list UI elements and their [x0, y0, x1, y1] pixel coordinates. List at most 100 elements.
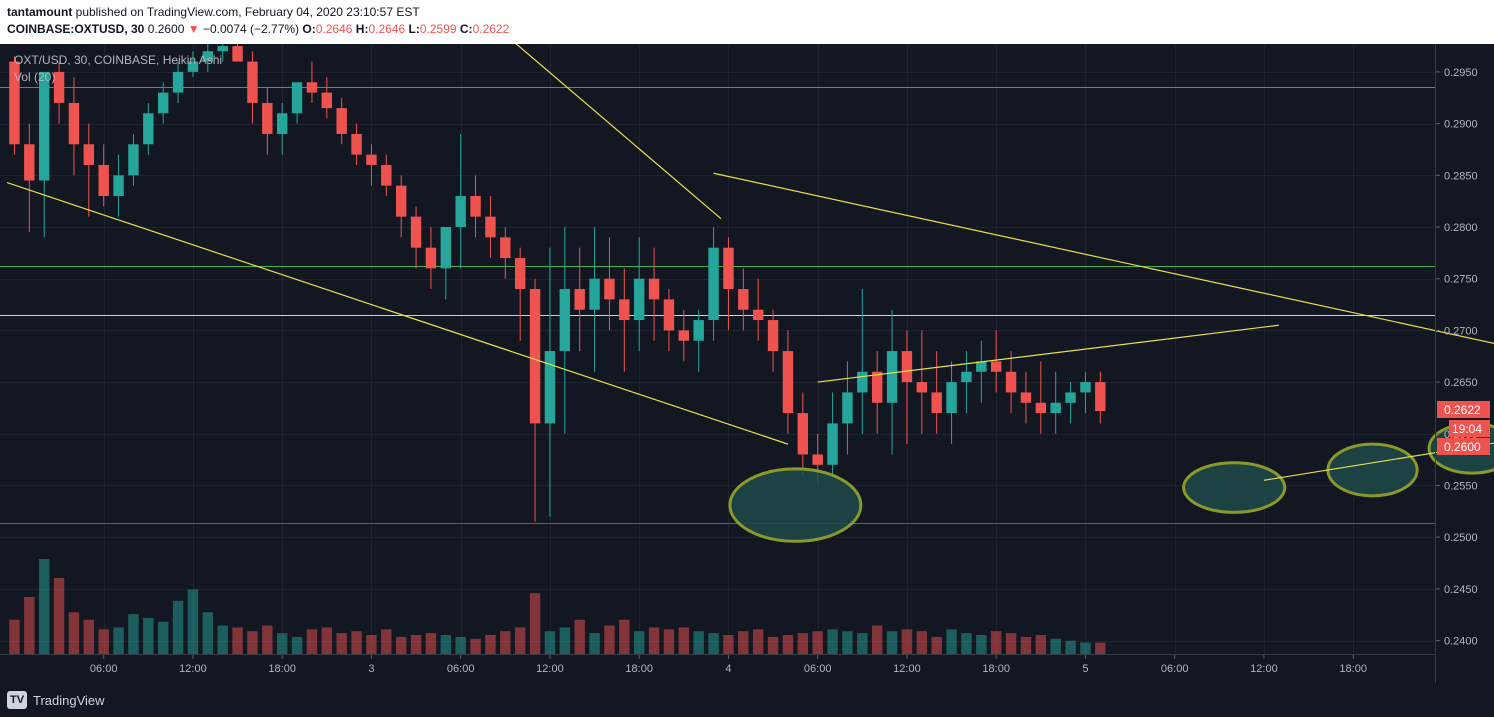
candle-body	[232, 46, 243, 62]
candle-body	[693, 320, 704, 341]
close-label: C:	[459, 22, 473, 36]
candle-body	[53, 71, 65, 103]
time-tick-label: 06:00	[804, 663, 832, 675]
trendline[interactable]	[6, 181, 789, 445]
candle-body	[812, 454, 823, 465]
candle-body	[767, 320, 779, 352]
price-tick-label: 0.2650	[1444, 377, 1478, 389]
volume-bar	[901, 629, 913, 654]
time-tick-label: 06:00	[447, 663, 475, 675]
candle-body	[559, 289, 571, 352]
price-tick-label: 0.2900	[1444, 119, 1478, 131]
candle-body	[366, 154, 377, 165]
chart-legend-title[interactable]: OXT/USD, 30, COINBASE, Heikin Ashi	[14, 53, 222, 67]
volume-bar	[83, 619, 95, 654]
published-text: published on TradingView.com, February 0…	[72, 5, 420, 19]
publication-line: tantamount published on TradingView.com,…	[7, 5, 420, 19]
candle-body	[827, 423, 838, 465]
time-tick-label: 4	[725, 663, 731, 675]
candle-body	[916, 382, 928, 393]
candle-body	[901, 351, 913, 383]
volume-bar	[366, 635, 377, 654]
volume-bar	[678, 627, 690, 654]
ellipse-annotation[interactable]	[1326, 442, 1419, 498]
volume-bar	[232, 627, 243, 654]
footer-bar: TV TradingView	[0, 683, 1494, 717]
volume-bar	[321, 627, 333, 654]
volume-bar	[410, 635, 422, 654]
volume-bar	[1005, 633, 1017, 654]
candle-body	[1065, 392, 1076, 403]
tradingview-logo-icon: TV	[7, 691, 27, 709]
candle-body	[931, 392, 942, 414]
candle-body	[143, 113, 154, 145]
volume-bar	[693, 631, 704, 654]
candle-body	[68, 102, 80, 145]
volume-bar	[1035, 635, 1047, 654]
volume-bar	[812, 631, 823, 654]
volume-bar	[931, 636, 942, 654]
price-badges: 0.2622 19:04 0.2600	[1437, 401, 1490, 455]
volume-bar	[291, 636, 303, 654]
volume-bar	[871, 625, 883, 654]
volume-bar	[336, 633, 347, 654]
ellipse-annotation[interactable]	[728, 467, 863, 543]
candle-body	[157, 92, 169, 114]
candle-body	[648, 278, 660, 300]
candle-body	[410, 216, 422, 248]
candle-body	[1080, 382, 1091, 393]
time-tick-label: 12:00	[179, 663, 207, 675]
chart-background	[0, 44, 1494, 683]
volume-bar	[9, 619, 20, 654]
candle-body	[1005, 371, 1017, 393]
candle-body	[723, 247, 734, 290]
open-value: 0.2646	[315, 22, 353, 36]
volume-bar	[470, 638, 481, 654]
high-label: H:	[355, 22, 369, 36]
volume-bar	[559, 627, 571, 654]
time-axis[interactable]: 06:00 12:00 18:00 3 06:00 12:00 18:00 4 06:00 12:…	[90, 655, 1367, 675]
candle-body	[708, 247, 719, 321]
volume-bar	[604, 625, 615, 654]
price-tick-label: 0.2950	[1444, 67, 1478, 79]
volume-bar	[247, 631, 258, 654]
volume-bar	[217, 625, 228, 654]
candle-body	[738, 289, 749, 310]
candle-body	[544, 351, 556, 424]
candle-body	[306, 82, 318, 93]
price-chart[interactable]: 0.2950 0.2900 0.2850 0.2800 0.2750 0.2700 0.26…	[0, 44, 1494, 683]
volume-bar	[961, 633, 972, 654]
trendline[interactable]	[817, 324, 1279, 383]
candle-body	[187, 61, 199, 72]
countdown-badge-text: 19:04	[1452, 422, 1482, 436]
author-name[interactable]: tantamount	[7, 5, 73, 19]
candle-body	[886, 351, 898, 403]
time-tick-label: 12:00	[536, 663, 564, 675]
volume-bar	[1065, 640, 1076, 654]
ellipse-annotation[interactable]	[1182, 461, 1287, 514]
volume-bar	[782, 635, 794, 654]
tradingview-brand[interactable]: TV TradingView	[7, 691, 105, 709]
volume-bar	[440, 635, 452, 654]
candle-body	[604, 278, 615, 300]
candle-body	[514, 258, 526, 290]
candle-body	[1035, 402, 1047, 414]
candle-body	[9, 61, 20, 145]
volume-bar	[648, 627, 660, 654]
trendline[interactable]	[513, 44, 722, 220]
volume-bar	[752, 629, 764, 654]
volume-bar	[708, 633, 719, 654]
candle-body	[395, 185, 407, 217]
volume-bar	[172, 600, 184, 654]
volume-bar	[827, 629, 838, 654]
candle-body	[1050, 402, 1061, 414]
time-tick-label: 06:00	[90, 663, 118, 675]
trendline[interactable]	[713, 172, 1494, 387]
volume-legend[interactable]: Vol (20)	[14, 70, 55, 84]
price-axis[interactable]: 0.2950 0.2900 0.2850 0.2800 0.2750 0.2700 0.26…	[1436, 67, 1478, 648]
open-label: O:	[302, 22, 316, 36]
candle-body	[247, 61, 258, 103]
brand-label: TradingView	[33, 692, 105, 708]
candle-body	[321, 92, 333, 109]
volume-bar	[842, 631, 853, 654]
